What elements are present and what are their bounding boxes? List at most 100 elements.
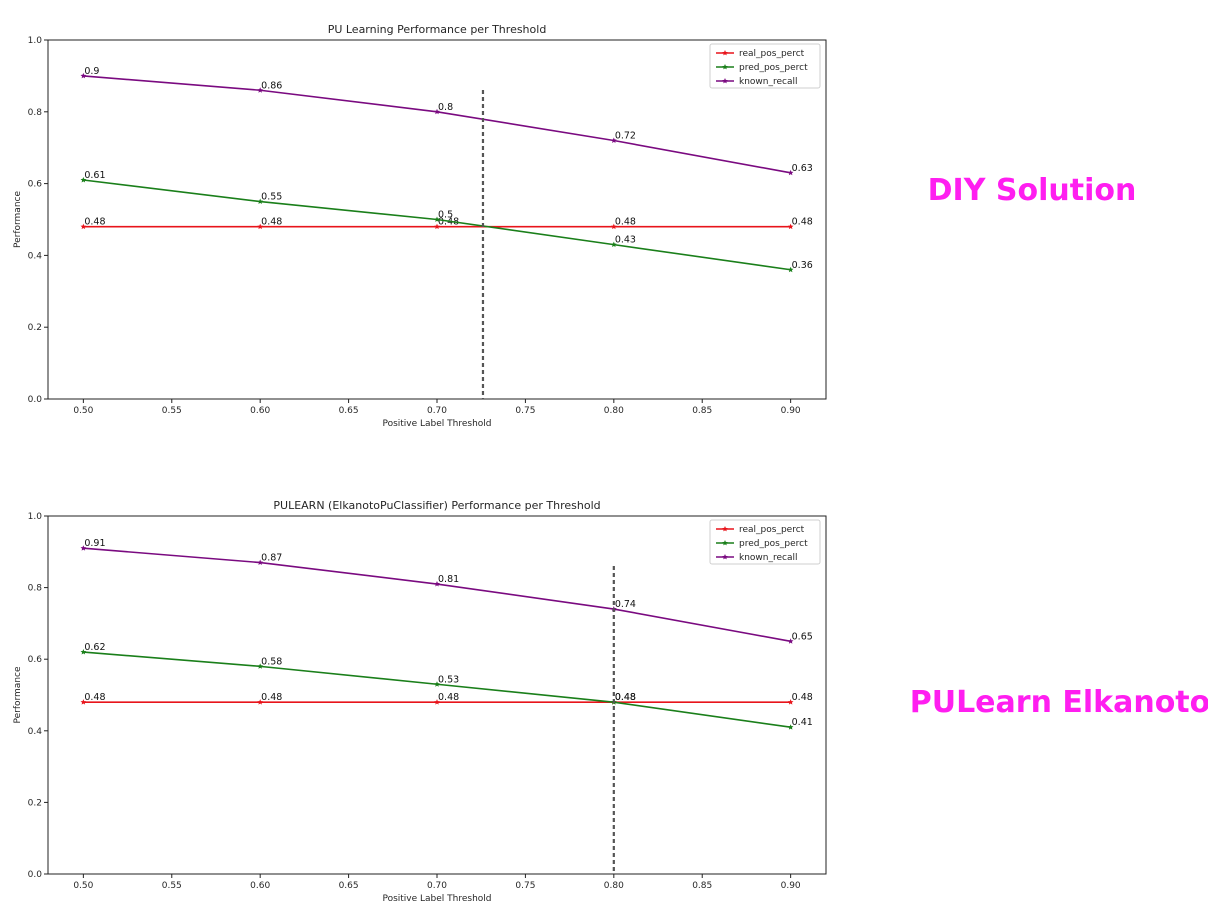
y-tick-label: 0.2 <box>28 323 42 333</box>
data-point-real_pos_perct <box>610 223 617 230</box>
legend-label-pred_pos_perct: pred_pos_perct <box>739 539 808 549</box>
data-point-real_pos_perct <box>434 223 440 230</box>
legend-box <box>709 43 821 89</box>
x-tick-label: 0.90 <box>781 881 801 891</box>
legend-box <box>709 519 821 565</box>
legend-label-real_pos_perct: real_pos_perct <box>739 49 805 59</box>
data-label-pred_pos_perct: 0.43 <box>615 235 636 246</box>
data-label-real_pos_perct: 0.48 <box>438 692 459 703</box>
data-label-pred_pos_perct: 0.55 <box>261 192 282 203</box>
data-point-known_recall <box>257 559 264 565</box>
data-point-known_recall <box>434 581 440 587</box>
chart-title: PULEARN (ElkanotoPuClassifier) Performan… <box>273 499 600 512</box>
data-point-real_pos_perct <box>787 699 794 705</box>
data-point-pred_pos_perct <box>787 266 794 273</box>
x-tick-label: 0.75 <box>515 881 535 891</box>
data-label-pred_pos_perct: 0.48 <box>615 692 636 703</box>
legend-marker-known_recall <box>722 78 728 84</box>
data-label-known_recall: 0.63 <box>792 163 813 174</box>
data-point-real_pos_perct <box>257 699 264 705</box>
data-point-pred_pos_perct <box>434 216 440 222</box>
x-tick-label: 0.70 <box>427 881 447 891</box>
x-tick-label: 0.65 <box>339 406 359 416</box>
y-axis-label: Performance <box>13 191 23 248</box>
data-point-real_pos_perct <box>80 223 87 230</box>
data-label-known_recall: 0.65 <box>792 631 813 642</box>
data-point-known_recall <box>80 72 87 79</box>
data-label-known_recall: 0.9 <box>84 66 99 77</box>
legend-marker-pred_pos_perct <box>722 540 728 546</box>
data-label-known_recall: 0.81 <box>438 574 459 585</box>
x-tick-label: 0.70 <box>427 406 447 416</box>
data-point-pred_pos_perct <box>257 198 264 204</box>
x-tick-label: 0.80 <box>604 881 624 891</box>
legend: real_pos_perct pred_pos_perct known_recall <box>709 43 821 89</box>
plot-frame <box>47 515 827 875</box>
x-tick-label: 0.60 <box>250 406 270 416</box>
data-label-real_pos_perct: 0.48 <box>438 217 459 228</box>
y-tick-label: 0.4 <box>28 727 43 737</box>
data-point-real_pos_perct <box>434 699 440 705</box>
data-label-pred_pos_perct: 0.5 <box>438 210 453 221</box>
x-tick-label: 0.50 <box>73 406 93 416</box>
y-tick-label: 0.8 <box>28 108 43 118</box>
y-tick-label: 0.8 <box>28 584 43 594</box>
y-tick-label: 0.0 <box>28 870 43 880</box>
side-annotation: DIY Solution <box>928 173 1137 208</box>
x-tick-label: 0.75 <box>515 406 535 416</box>
legend-marker-pred_pos_perct <box>722 64 728 70</box>
x-tick-label: 0.85 <box>692 881 712 891</box>
data-point-pred_pos_perct <box>610 241 617 248</box>
y-tick-label: 0.0 <box>28 395 43 405</box>
chart-diy: PU Learning Performance per Threshold 0.5… <box>13 23 827 429</box>
legend-marker-real_pos_perct <box>722 526 728 532</box>
data-point-known_recall <box>787 169 794 176</box>
x-axis-label: Positive Label Threshold <box>382 894 491 904</box>
chart-title: PU Learning Performance per Threshold <box>328 23 547 36</box>
data-label-known_recall: 0.91 <box>84 538 105 549</box>
data-point-pred_pos_perct <box>434 681 440 687</box>
y-tick-label: 0.4 <box>28 251 43 261</box>
x-tick-label: 0.65 <box>339 881 359 891</box>
legend-label-pred_pos_perct: pred_pos_perct <box>739 63 808 73</box>
data-label-real_pos_perct: 0.48 <box>261 217 282 228</box>
series-line-known_recall <box>83 547 791 643</box>
data-label-pred_pos_perct: 0.58 <box>261 656 282 667</box>
data-label-pred_pos_perct: 0.61 <box>84 170 105 181</box>
x-tick-label: 0.85 <box>692 406 712 416</box>
data-label-known_recall: 0.74 <box>615 599 636 610</box>
x-tick-label: 0.55 <box>162 881 182 891</box>
x-tick-label: 0.55 <box>162 406 182 416</box>
legend: real_pos_perct pred_pos_perct known_recall <box>709 519 821 565</box>
x-tick-label: 0.60 <box>250 881 270 891</box>
series-line-pred_pos_perct <box>83 651 791 729</box>
data-label-pred_pos_perct: 0.36 <box>792 260 813 271</box>
legend-label-real_pos_perct: real_pos_perct <box>739 525 805 535</box>
legend-marker-real_pos_perct <box>722 50 728 56</box>
data-label-known_recall: 0.72 <box>615 131 636 142</box>
series-line-known_recall <box>83 75 791 174</box>
data-label-real_pos_perct: 0.48 <box>615 692 636 703</box>
data-label-known_recall: 0.87 <box>261 553 282 564</box>
data-label-known_recall: 0.86 <box>261 80 282 91</box>
legend-label-known_recall: known_recall <box>739 553 798 563</box>
data-label-real_pos_perct: 0.48 <box>84 692 105 703</box>
x-axis-label: Positive Label Threshold <box>382 419 491 429</box>
data-point-known_recall <box>434 108 440 115</box>
data-label-real_pos_perct: 0.48 <box>792 692 813 703</box>
data-label-real_pos_perct: 0.48 <box>792 217 813 228</box>
data-label-real_pos_perct: 0.48 <box>615 217 636 228</box>
data-label-known_recall: 0.8 <box>438 102 453 113</box>
data-point-real_pos_perct <box>787 223 794 230</box>
data-point-known_recall <box>610 137 617 143</box>
data-point-pred_pos_perct <box>80 649 87 655</box>
data-point-known_recall <box>80 545 87 551</box>
data-label-real_pos_perct: 0.48 <box>261 692 282 703</box>
y-tick-label: 0.6 <box>28 655 43 665</box>
y-tick-label: 1.0 <box>28 512 43 522</box>
data-point-pred_pos_perct <box>80 177 87 183</box>
data-label-pred_pos_perct: 0.41 <box>792 717 813 728</box>
y-tick-label: 1.0 <box>28 36 43 46</box>
x-tick-label: 0.80 <box>604 406 624 416</box>
